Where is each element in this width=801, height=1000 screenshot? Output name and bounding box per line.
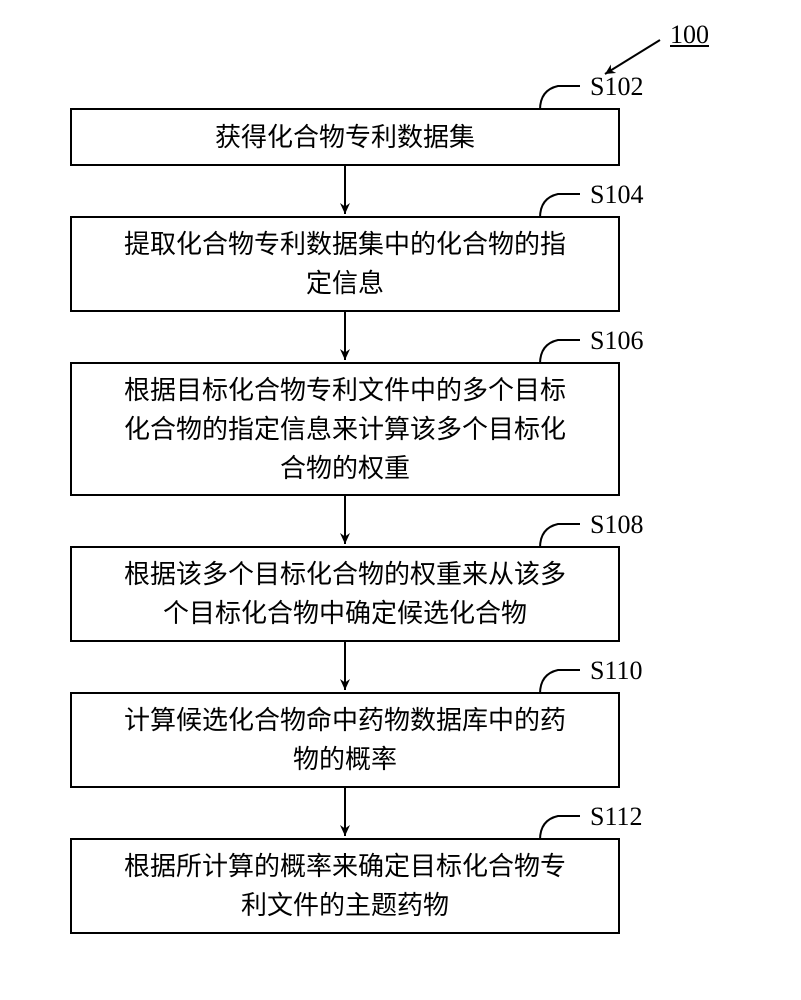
flowchart-canvas: 100 获得化合物专利数据集S102提取化合物专利数据集中的化合物的指定信息S1… xyxy=(0,0,801,1000)
flow-arrows xyxy=(0,0,801,1000)
